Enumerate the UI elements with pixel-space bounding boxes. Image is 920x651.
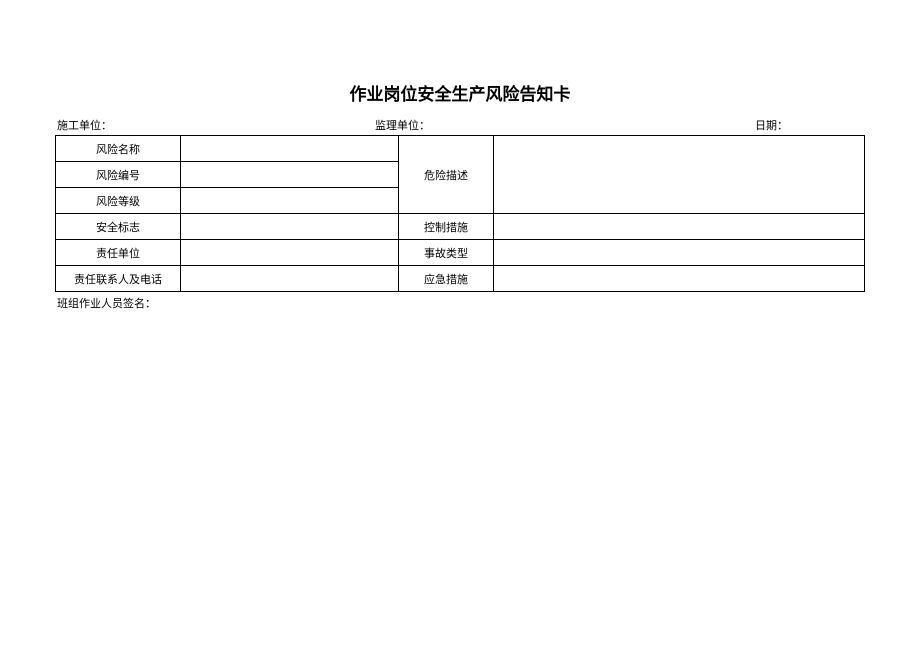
control-measure-value <box>494 214 865 240</box>
responsible-unit-label: 责任单位 <box>56 240 181 266</box>
risk-level-label: 风险等级 <box>56 188 181 214</box>
accident-type-value <box>494 240 865 266</box>
table-row: 责任单位 事故类型 <box>56 240 865 266</box>
risk-name-label: 风险名称 <box>56 136 181 162</box>
signature-label: 班组作业人员签名： <box>55 292 865 311</box>
contact-label: 责任联系人及电话 <box>56 266 181 292</box>
hazard-description-label: 危险描述 <box>399 136 494 214</box>
contact-value <box>181 266 399 292</box>
control-measure-label: 控制措施 <box>399 214 494 240</box>
accident-type-label: 事故类型 <box>399 240 494 266</box>
table-row: 风险名称 危险描述 <box>56 136 865 162</box>
table-row: 安全标志 控制措施 <box>56 214 865 240</box>
supervision-unit-label: 监理单位： <box>375 117 755 133</box>
hazard-description-value <box>494 136 865 214</box>
construction-unit-label: 施工单位： <box>57 117 375 133</box>
risk-table: 风险名称 危险描述 风险编号 风险等级 安全标志 控制措施 责任单位 事故类型 … <box>55 135 865 292</box>
date-label: 日期： <box>755 117 865 133</box>
risk-level-value <box>181 188 399 214</box>
safety-sign-value <box>181 214 399 240</box>
emergency-measure-label: 应急措施 <box>399 266 494 292</box>
emergency-measure-value <box>494 266 865 292</box>
risk-number-label: 风险编号 <box>56 162 181 188</box>
header-row: 施工单位： 监理单位： 日期： <box>55 117 865 133</box>
page-title: 作业岗位安全生产风险告知卡 <box>55 80 865 105</box>
table-row: 责任联系人及电话 应急措施 <box>56 266 865 292</box>
risk-name-value <box>181 136 399 162</box>
risk-number-value <box>181 162 399 188</box>
safety-sign-label: 安全标志 <box>56 214 181 240</box>
responsible-unit-value <box>181 240 399 266</box>
